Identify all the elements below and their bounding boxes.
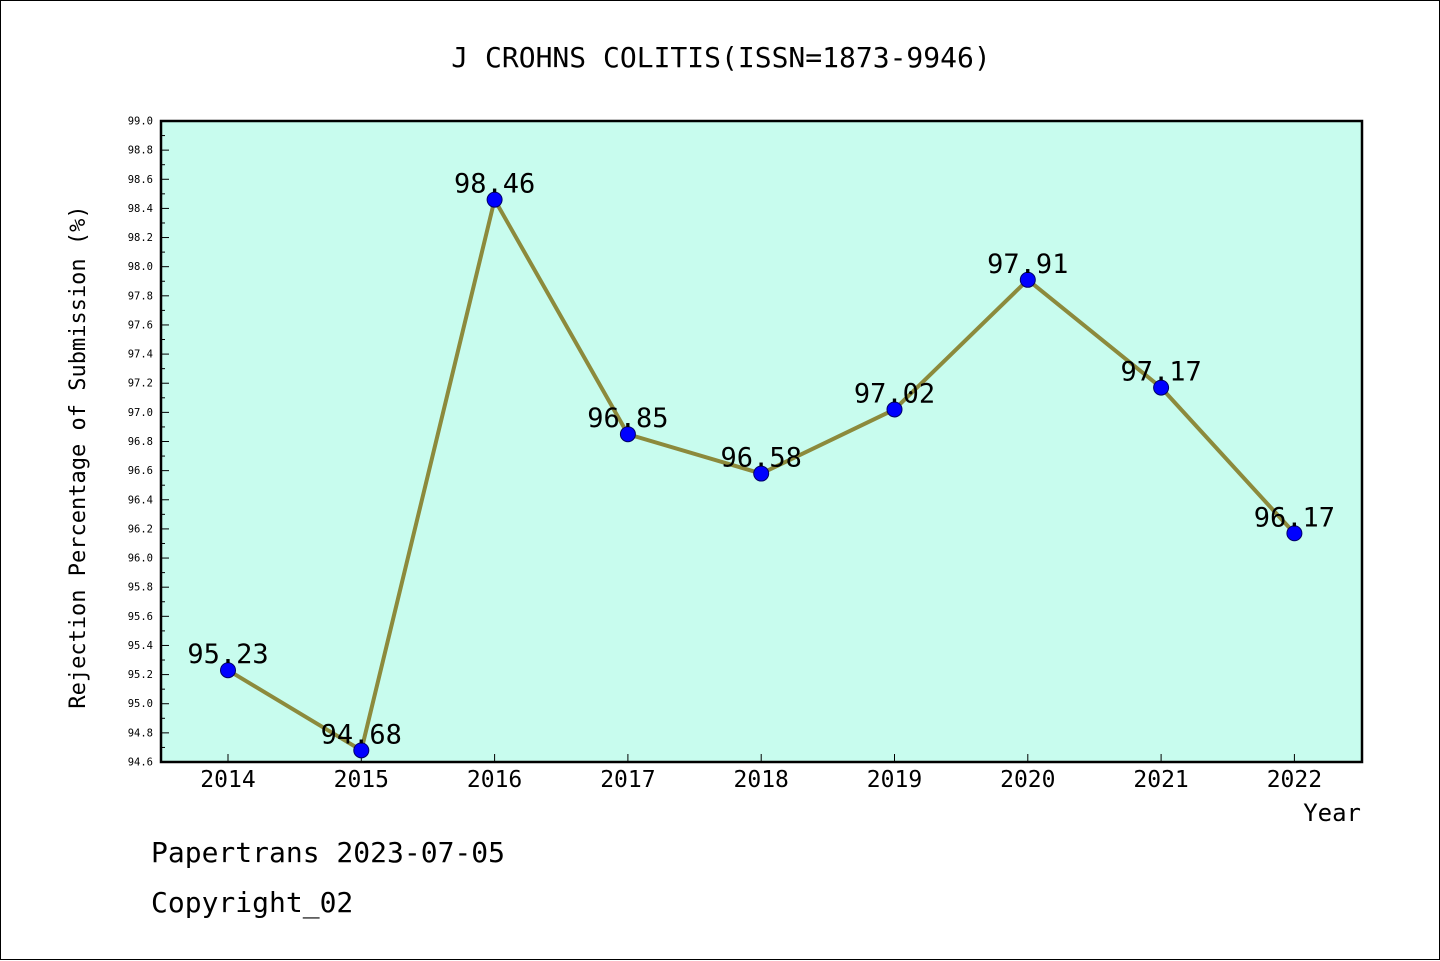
data-label: 96.85 xyxy=(587,403,668,434)
data-point xyxy=(1019,271,1036,288)
y-tick-label: 98.4 xyxy=(128,203,153,215)
y-tick-label: 95.4 xyxy=(128,640,153,652)
x-tick-label: 2020 xyxy=(1000,767,1055,793)
data-label: 94.68 xyxy=(321,719,402,750)
footer-copyright-line: Copyright_02 xyxy=(151,886,354,919)
data-point xyxy=(753,465,770,482)
y-tick-label: 95.8 xyxy=(128,582,153,594)
data-labels: 95.23 94.68 98.46 96.85 96.58 97.02 97.91 97.17… xyxy=(187,169,1335,751)
x-tick-label: 2021 xyxy=(1133,767,1188,793)
data-point xyxy=(1286,525,1303,542)
data-label: 96.17 xyxy=(1254,502,1335,533)
y-tick-label: 95.2 xyxy=(128,669,153,681)
x-tick-label: 2022 xyxy=(1267,767,1322,793)
y-tick-label: 96.4 xyxy=(128,494,153,506)
x-axis-label: Year xyxy=(1303,799,1361,827)
y-tick-label: 99.0 xyxy=(128,116,153,128)
y-tick-label: 97.2 xyxy=(128,378,153,390)
y-tick-label: 96.8 xyxy=(128,436,153,448)
y-tick-label: 96.2 xyxy=(128,523,153,535)
y-tick-label: 97.4 xyxy=(128,349,153,361)
data-label: 96.58 xyxy=(721,443,802,474)
x-tick-label: 2015 xyxy=(334,767,389,793)
y-tick-label: 96.0 xyxy=(128,553,153,565)
data-label: 95.23 xyxy=(187,639,268,670)
data-label: 97.02 xyxy=(854,378,935,409)
data-point xyxy=(486,191,503,208)
plot-area xyxy=(161,121,1362,762)
x-tick-label: 2017 xyxy=(600,767,655,793)
y-tick-label: 98.8 xyxy=(128,145,153,157)
y-tick-label: 95.6 xyxy=(128,611,153,623)
y-tick-label: 95.0 xyxy=(128,698,153,710)
y-tick-label: 96.6 xyxy=(128,465,153,477)
x-axis: 2014 2015 2016 2017 2018 2019 2020 2021 2022 xyxy=(200,754,1322,793)
chart-title: J CROHNS COLITIS(ISSN=1873-9946) xyxy=(451,41,990,74)
y-tick-label: 94.8 xyxy=(128,727,153,739)
data-label: 97.91 xyxy=(987,249,1068,280)
y-tick-label: 97.0 xyxy=(128,407,153,419)
y-tick-label: 94.6 xyxy=(128,757,153,769)
data-label: 98.46 xyxy=(454,169,535,200)
data-point xyxy=(220,662,236,679)
data-point xyxy=(619,426,636,443)
plot-border xyxy=(159,119,1364,764)
y-tick-label: 98.2 xyxy=(128,232,153,244)
series-markers xyxy=(220,191,1303,759)
x-tick-label: 2018 xyxy=(734,767,789,793)
y-tick-label: 97.6 xyxy=(128,319,153,331)
y-tick-label: 97.8 xyxy=(128,290,153,302)
y-axis-label: Rejection Percentage of Submission (%) xyxy=(66,205,91,708)
y-tick-label: 98.0 xyxy=(128,261,153,273)
footer-date-line: Papertrans 2023-07-05 xyxy=(151,836,506,869)
data-point xyxy=(886,401,903,418)
x-tick-label: 2016 xyxy=(467,767,522,793)
data-label: 97.17 xyxy=(1120,357,1201,388)
x-tick-label: 2014 xyxy=(200,767,255,793)
y-tick-label: 98.6 xyxy=(128,174,153,186)
y-axis: 94.6 94.8 95.0 95.2 95.4 95.6 95.8 96.0 96.2 96.4… xyxy=(128,116,169,769)
x-tick-label: 2019 xyxy=(867,767,922,793)
data-point xyxy=(1153,379,1170,396)
data-point xyxy=(353,742,370,759)
